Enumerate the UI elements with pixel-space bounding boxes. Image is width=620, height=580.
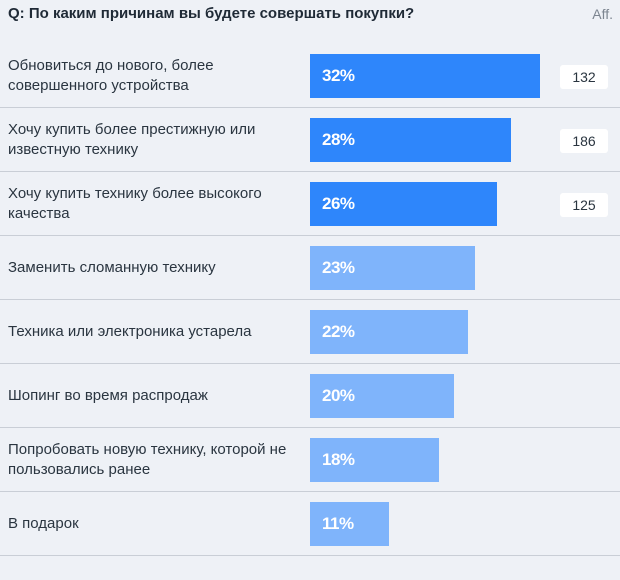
chart-row: Обновиться до нового, более совершенного… bbox=[0, 44, 620, 108]
bar: 22% bbox=[310, 310, 468, 354]
bar: 28% bbox=[310, 118, 511, 162]
category-label: Хочу купить технику более высокого качес… bbox=[8, 184, 262, 222]
category-label: Попробовать новую технику, которой не по… bbox=[8, 440, 287, 478]
chart-row: В подарок 11% bbox=[0, 492, 620, 556]
affinity-column-label: Aff. bbox=[592, 6, 613, 22]
bar-value-label: 18% bbox=[322, 450, 355, 469]
chart-row: Заменить сломанную технику 23% bbox=[0, 236, 620, 300]
category-label: Техника или электроника устарела bbox=[8, 322, 252, 340]
bar-value-label: 20% bbox=[322, 386, 355, 405]
category-label: Обновиться до нового, более совершенного… bbox=[8, 56, 214, 94]
bar: 26% bbox=[310, 182, 497, 226]
affinity-index-badge: 125 bbox=[560, 193, 608, 217]
bar: 23% bbox=[310, 246, 475, 290]
bar-value-label: 28% bbox=[322, 130, 355, 149]
affinity-index-badge: 132 bbox=[560, 65, 608, 89]
chart-row: Хочу купить более престижную или известн… bbox=[0, 108, 620, 172]
chart-row: Попробовать новую технику, которой не по… bbox=[0, 428, 620, 492]
bar: 11% bbox=[310, 502, 389, 546]
chart-row: Шопинг во время распродаж 20% bbox=[0, 364, 620, 428]
bar-value-label: 26% bbox=[322, 194, 355, 213]
chart-row: Хочу купить технику более высокого качес… bbox=[0, 172, 620, 236]
bar-value-label: 22% bbox=[322, 322, 355, 341]
category-label: Шопинг во время распродаж bbox=[8, 386, 208, 404]
bar: 18% bbox=[310, 438, 439, 482]
affinity-index-badge: 186 bbox=[560, 129, 608, 153]
category-label: Хочу купить более престижную или известн… bbox=[8, 120, 256, 158]
bar: 32% bbox=[310, 54, 540, 98]
bar-chart: Обновиться до нового, более совершенного… bbox=[0, 44, 620, 556]
bar-value-label: 32% bbox=[322, 66, 355, 85]
bar-value-label: 11% bbox=[322, 514, 354, 533]
bar-value-label: 23% bbox=[322, 258, 355, 277]
chart-header: Q: По каким причинам вы будете совершать… bbox=[0, 0, 620, 32]
bar: 20% bbox=[310, 374, 454, 418]
chart-title: Q: По каким причинам вы будете совершать… bbox=[8, 5, 415, 22]
category-label: Заменить сломанную технику bbox=[8, 258, 216, 276]
chart-row: Техника или электроника устарела 22% bbox=[0, 300, 620, 364]
category-label: В подарок bbox=[8, 514, 79, 532]
